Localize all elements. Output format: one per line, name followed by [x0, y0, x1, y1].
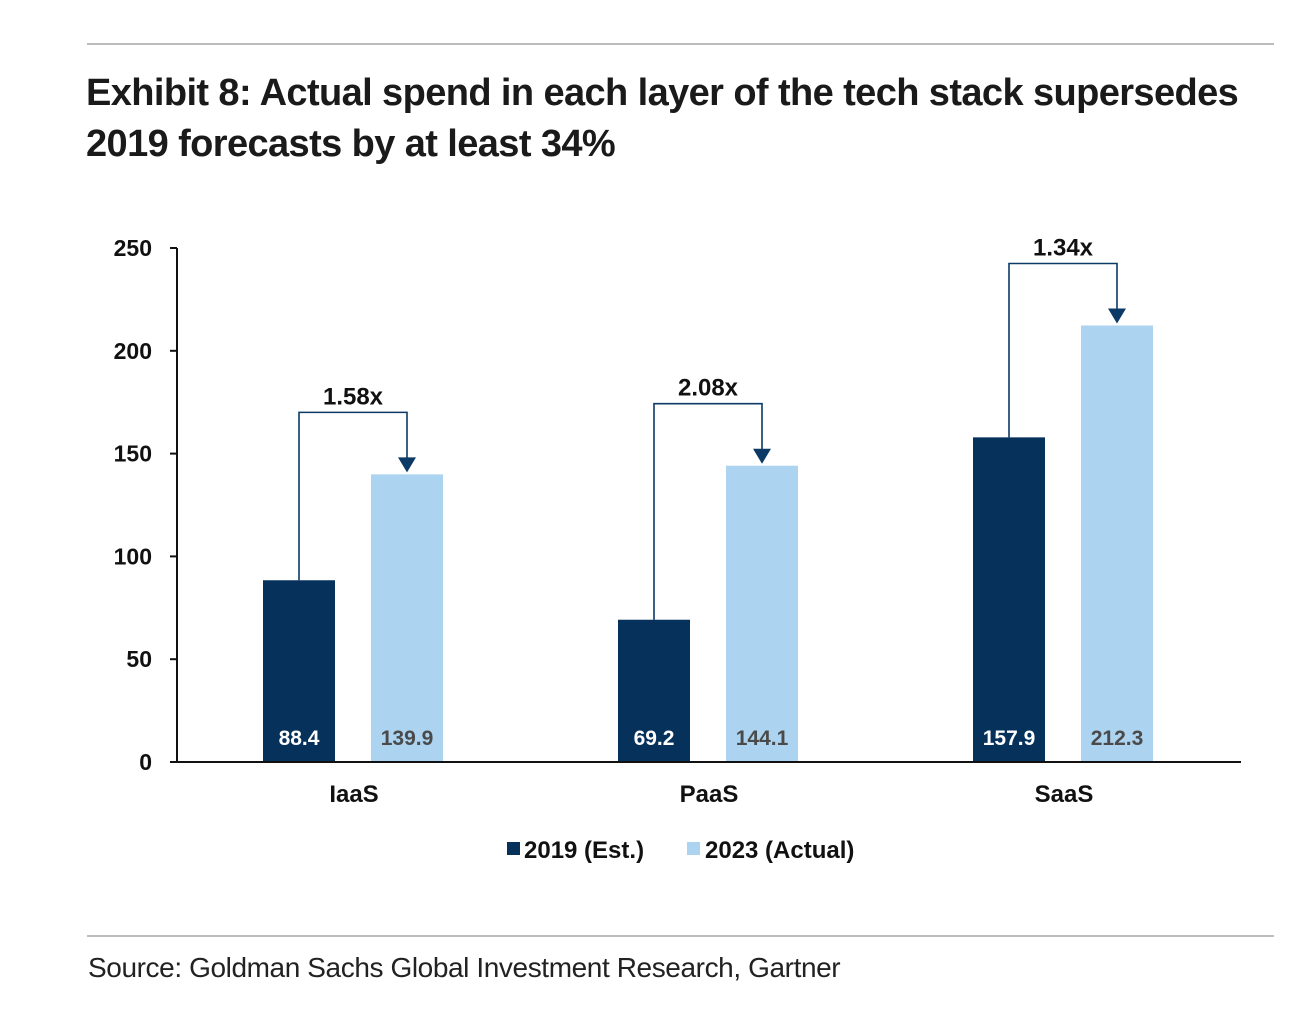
legend-swatch-2023 [687, 842, 700, 855]
title-line-2: 2019 forecasts by at least 34% [86, 123, 616, 165]
bar-value-label: 69.2 [634, 727, 675, 750]
y-tick-label: 250 [114, 235, 152, 261]
multiplier-arrowhead [1108, 308, 1126, 324]
y-tick-label: 200 [114, 338, 152, 364]
multiplier-bracket [1008, 262, 1118, 438]
legend-label-2023: 2023 (Actual) [705, 837, 854, 864]
bar-2023-paas [726, 465, 798, 762]
y-tick-label: 150 [114, 441, 152, 467]
x-category-label: SaaS [1035, 781, 1094, 808]
y-tick-label: 50 [126, 646, 152, 672]
bar-2019-iaas [263, 580, 335, 762]
bar-value-label: 139.9 [381, 727, 434, 750]
multiplier-arrowhead [398, 457, 416, 473]
title-line-1: Exhibit 8: Actual spend in each layer of… [86, 72, 1239, 114]
top-divider [87, 43, 1274, 45]
x-category-label: PaaS [680, 781, 739, 808]
bar-2019-paas [618, 619, 690, 762]
multiplier-label: 1.58x [323, 383, 384, 410]
bar-value-label: 157.9 [983, 727, 1036, 750]
source-note: Source: Goldman Sachs Global Investment … [88, 952, 841, 983]
bottom-divider [87, 935, 1274, 937]
y-tick-label: 100 [114, 543, 152, 569]
bar-2019-saas [973, 437, 1045, 762]
multiplier-label: 2.08x [678, 375, 739, 402]
legend-label-2019: 2019 (Est.) [524, 837, 644, 864]
bar-value-label: 88.4 [279, 727, 320, 750]
bar-2023-saas [1081, 325, 1153, 762]
multiplier-label: 1.34x [1033, 235, 1094, 262]
bar-2023-iaas [371, 474, 443, 762]
multiplier-bracket [653, 402, 763, 620]
multiplier-bracket [298, 411, 408, 581]
x-category-label: IaaS [329, 781, 378, 808]
y-tick-label: 0 [139, 749, 152, 775]
bar-value-label: 144.1 [736, 727, 789, 750]
exhibit-title: Exhibit 8: Actual spend in each layer of… [86, 68, 1276, 170]
bar-value-label: 212.3 [1091, 727, 1144, 750]
multiplier-arrowhead [753, 448, 771, 464]
bar-chart: 0 50 100 150 200 250 88.4 69.2 157.9 139.9 144.1 21… [114, 235, 1241, 864]
legend-swatch-2019 [507, 842, 520, 855]
